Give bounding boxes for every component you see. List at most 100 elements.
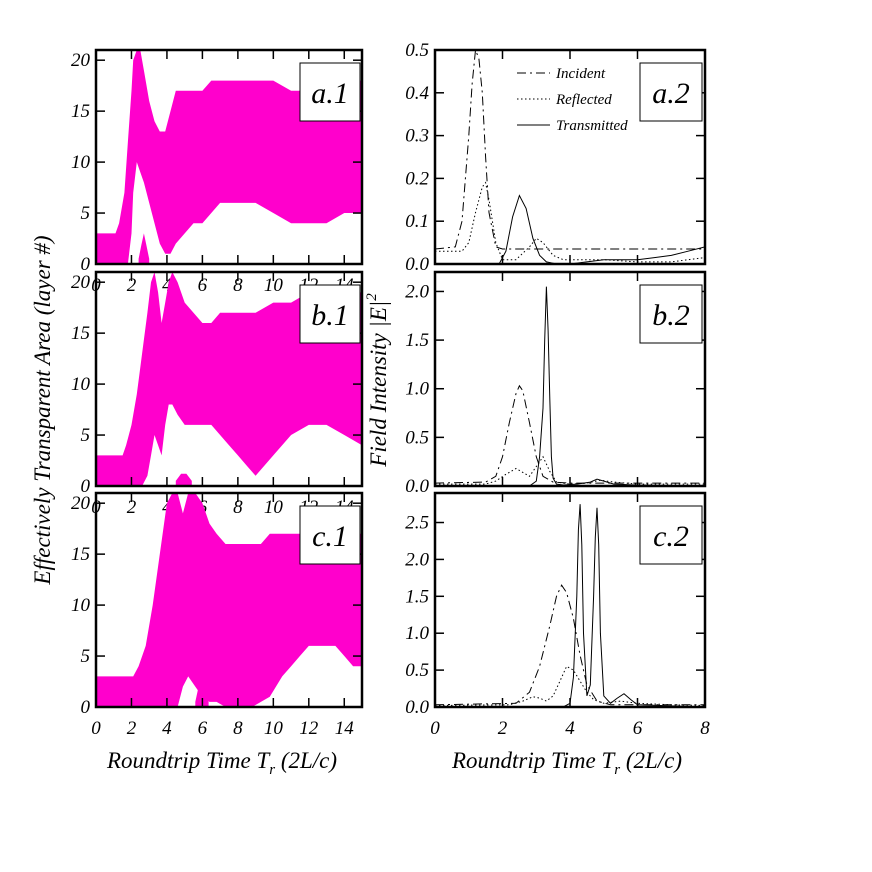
- panel-label: a.1: [311, 77, 349, 110]
- panel-b2: 0.0 0.5 1.0 1.5 2.0 b.2: [405, 270, 707, 497]
- x-tick-label: 2: [127, 275, 137, 296]
- x-tick-label: 6: [198, 718, 208, 739]
- y-tick-label: 0.4: [405, 83, 429, 104]
- y-tick-label: 0.2: [405, 168, 429, 189]
- series-line-incident: [435, 384, 705, 484]
- x-tick-label: 4: [162, 275, 172, 296]
- x-tick-label: 0: [91, 718, 101, 739]
- series-line-reflected: [435, 181, 705, 263]
- y-tick-label: 1.0: [405, 623, 429, 644]
- series-line-transmitted: [435, 286, 705, 486]
- panel-a1: 0510152002468101214a.1: [71, 48, 364, 296]
- y-tick-label: 2.0: [405, 549, 429, 570]
- y-tick-label: 20: [71, 50, 91, 71]
- y-tick-label: 0.0: [405, 476, 429, 497]
- panel-frame: [94, 491, 364, 709]
- series-line-incident: [435, 50, 705, 250]
- right-y-axis-label-main: Field Intensity |E|: [366, 301, 391, 468]
- panel-label-box: [299, 62, 361, 122]
- x-tick-label: 4: [565, 718, 575, 739]
- x-tick-label: 14: [335, 718, 355, 739]
- y-tick-label: 10: [71, 152, 91, 173]
- panel-label: b.2: [652, 299, 690, 332]
- right-x-axis-label-main: Roundtrip Time T: [451, 748, 617, 773]
- x-tick-label: 10: [264, 497, 284, 518]
- y-tick-label: 0.1: [405, 211, 429, 232]
- x-tick-label: 10: [264, 718, 284, 739]
- y-tick-label: 10: [71, 374, 91, 395]
- y-tick-label: 0: [81, 476, 91, 497]
- series-line-transmitted: [435, 194, 705, 264]
- panel-label: b.1: [311, 299, 349, 332]
- y-tick-label: 0.3: [405, 126, 429, 147]
- transparent-area-band: [96, 272, 362, 486]
- left-x-axis-label-tail: (2L/c): [275, 748, 337, 773]
- y-tick-label: 20: [71, 493, 91, 514]
- x-tick-label: 8: [233, 718, 243, 739]
- panel-label-box: [639, 505, 703, 565]
- y-tick-label: 2.5: [405, 513, 429, 534]
- series-line-transmitted: [435, 504, 705, 707]
- transparent-area-band: [195, 681, 209, 707]
- transparent-area-band: [138, 233, 150, 264]
- panel-a2: 0.0 0.1 0.2 0.3 0.4 0.5 a.2 Incident Reflected Tr…: [405, 40, 707, 275]
- y-tick-label: 2.0: [405, 281, 429, 302]
- y-tick-label: 0: [81, 697, 91, 718]
- right-y-axis-label-sup: 2: [364, 293, 380, 301]
- y-tick-label: 0.5: [405, 40, 429, 61]
- y-tick-label: 0: [81, 254, 91, 275]
- series-line-incident: [435, 584, 705, 706]
- transparent-area-band: [96, 493, 362, 707]
- right-x-axis-label-tail: (2L/c): [620, 748, 682, 773]
- panel-label: c.1: [312, 520, 348, 553]
- panel-label-box: [299, 505, 361, 565]
- x-tick-label: 2: [127, 497, 137, 518]
- x-tick-label: 8: [700, 718, 710, 739]
- panel-c2: 0.0 0.5 1.0 1.5 2.0 2.5 0 2 4 6 8 c.2: [405, 491, 710, 739]
- panel-label: c.2: [653, 520, 689, 553]
- x-tick-label: 6: [633, 718, 643, 739]
- panel-frame: [94, 270, 364, 488]
- x-tick-label: 10: [264, 275, 284, 296]
- x-tick-label: 8: [233, 275, 243, 296]
- transparent-area-band: [96, 50, 362, 264]
- panel-b1: 0510152002468101214b.1: [71, 270, 364, 518]
- right-x-axis-label: Roundtrip Time Tr (2L/c): [451, 748, 682, 778]
- y-tick-label: 0.0: [405, 254, 429, 275]
- y-tick-label: 0.5: [405, 660, 429, 681]
- panel-label-box: [639, 62, 703, 122]
- y-tick-label: 20: [71, 272, 91, 293]
- left-x-axis-label-main: Roundtrip Time T: [106, 748, 272, 773]
- x-tick-label: 6: [198, 275, 208, 296]
- series-line-reflected: [435, 455, 705, 485]
- y-tick-label: 5: [81, 203, 91, 224]
- panel-c1: 0 5 10 15 20 0 2 4 6 8 10 12 14 c.1: [71, 491, 364, 739]
- right-y-axis-label: Field Intensity |E|2: [364, 293, 391, 468]
- y-tick-label: 15: [71, 323, 90, 344]
- y-tick-label: 15: [71, 101, 90, 122]
- y-tick-label: 10: [71, 595, 91, 616]
- panel-frame: [94, 48, 364, 266]
- x-tick-label: 0: [430, 718, 440, 739]
- y-tick-label: 0.5: [405, 427, 429, 448]
- y-tick-label: 1.5: [405, 330, 429, 351]
- x-tick-label: 8: [233, 497, 243, 518]
- y-tick-label: 1.5: [405, 586, 429, 607]
- x-tick-label: 4: [162, 718, 172, 739]
- x-tick-label: 2: [127, 718, 137, 739]
- x-tick-label: 2: [498, 718, 508, 739]
- left-x-axis-label-sub: r: [269, 762, 275, 778]
- y-tick-label: 1.0: [405, 379, 429, 400]
- series-line-reflected: [435, 665, 705, 706]
- legend-label-reflected: Reflected: [555, 92, 612, 108]
- y-tick-label: 0.0: [405, 697, 429, 718]
- y-tick-label: 15: [71, 544, 90, 565]
- left-y-axis-label: Effectively Transparent Area (layer #): [30, 235, 55, 585]
- panel-label-box: [299, 284, 361, 344]
- y-tick-label: 5: [81, 425, 91, 446]
- legend-label-incident: Incident: [555, 66, 606, 82]
- transparent-area-band: [175, 473, 192, 486]
- left-x-axis-label: Roundtrip Time Tr (2L/c): [106, 748, 337, 778]
- panel-label-box: [639, 284, 703, 344]
